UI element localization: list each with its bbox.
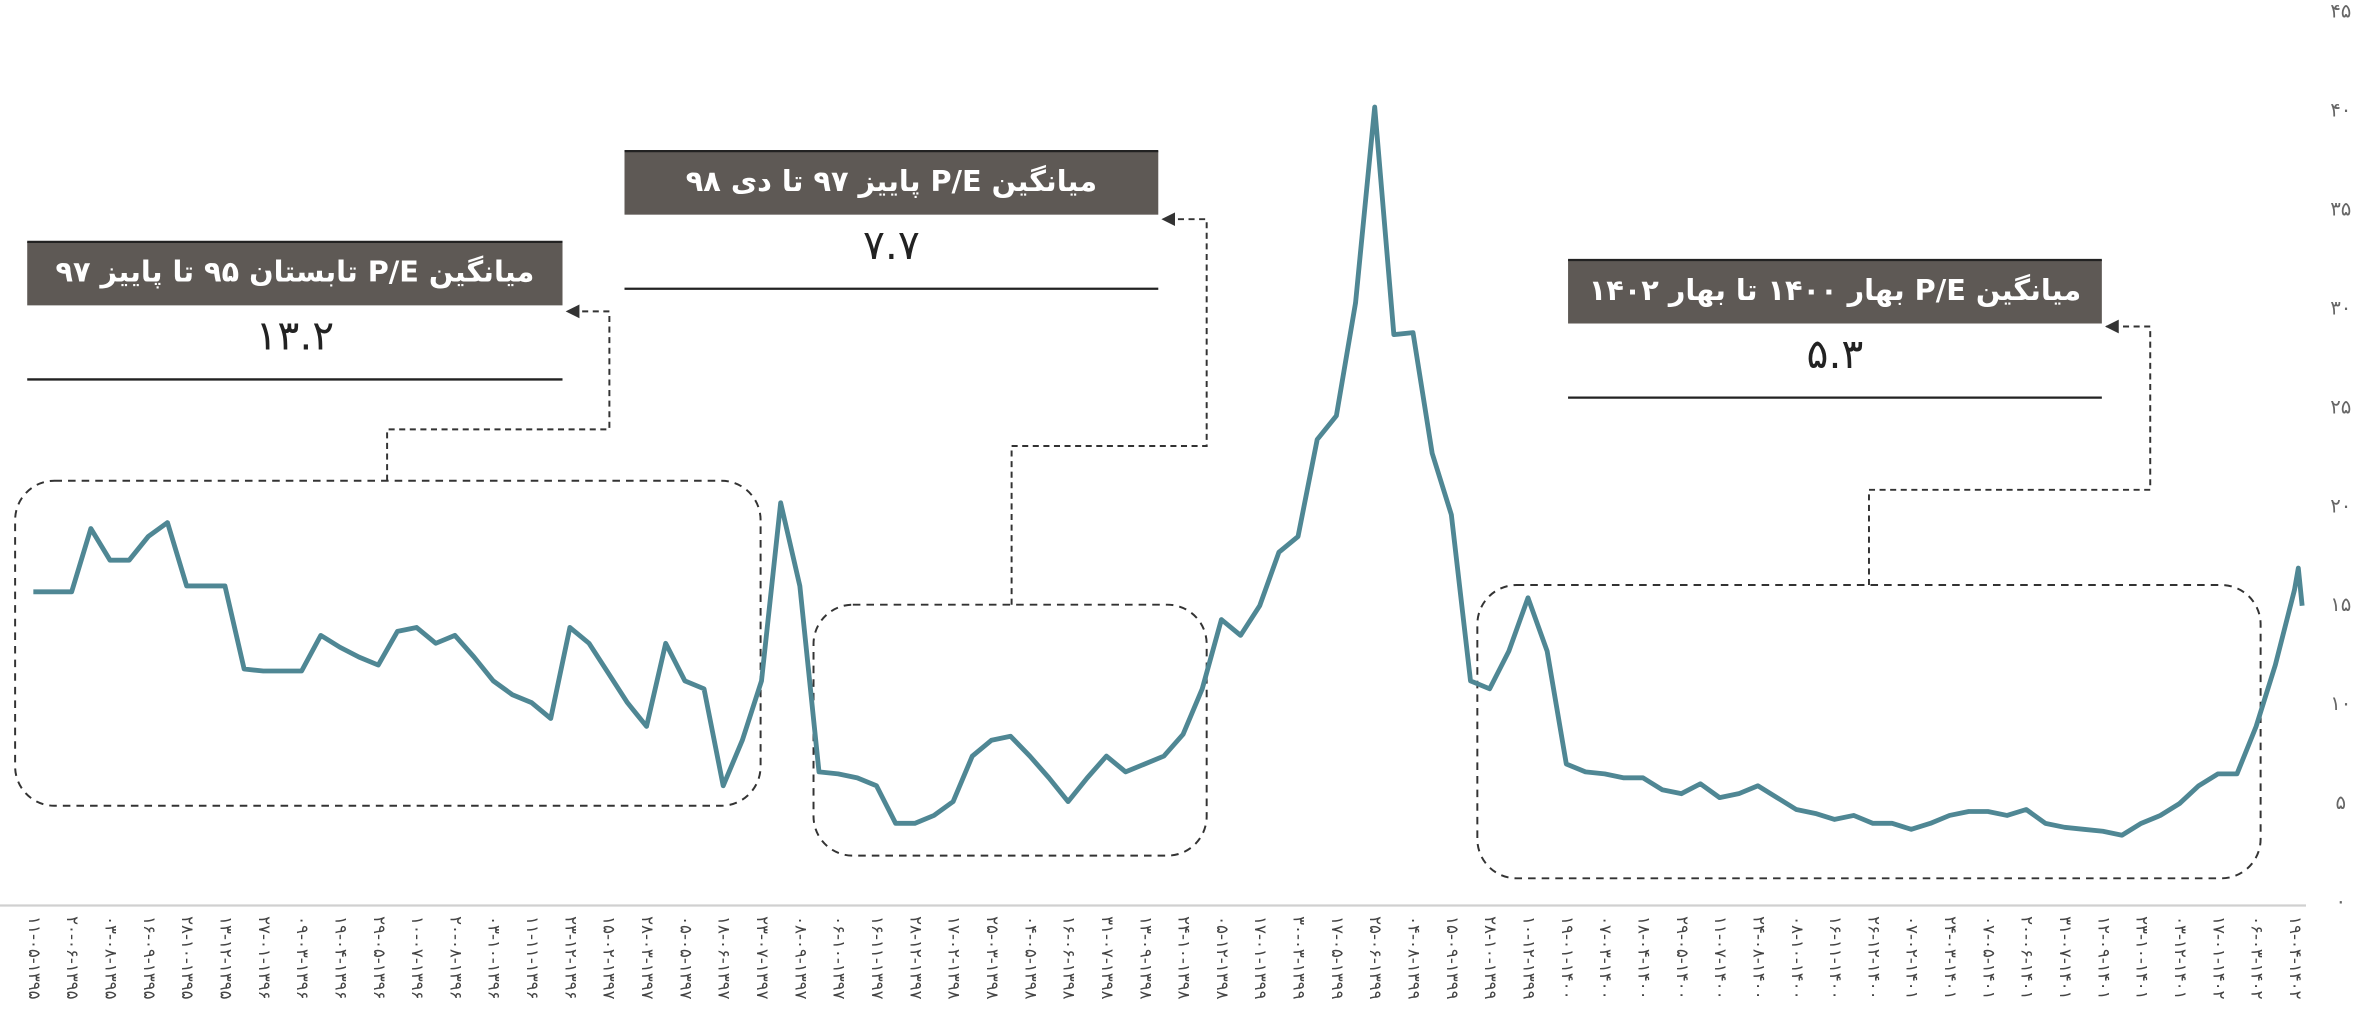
annotation-value: ۷.۷ [863,221,920,269]
x-tick-label: ۰۸-۰۹-۱۳۹۷ [791,916,810,999]
x-tick-label: ۱۶-۰۶-۱۳۹۸ [1060,916,1079,999]
x-tick-label: ۱۶-۰۹-۱۳۹۵ [140,916,159,999]
x-tick-label: ۱۳-۰۹-۱۳۹۸ [1136,916,1155,999]
x-tick-label: ۲۳-۱۲-۱۳۹۶ [561,916,580,999]
x-tick-label: ۱۷-۰۱-۱۳۹۹ [1251,916,1270,999]
x-tick-label: ۱۱-۰۷-۱۴۰۰ [1711,916,1730,999]
x-tick-label: ۲۸-۱۲-۱۳۹۷ [906,916,925,999]
x-tick-label: ۰۴-۰۵-۱۳۹۸ [1021,916,1040,999]
x-tick-label: ۲۹-۰۵-۱۳۹۶ [370,916,389,999]
x-tick-label: ۱۱-۱۱-۱۳۹۶ [523,916,542,999]
x-tick-label: ۲۷-۰۱-۱۳۹۶ [255,916,274,999]
x-tick-label: ۲۰-۰۶-۱۴۰۱ [2018,916,2037,999]
y-tick-label: ۴۰ [2330,99,2351,122]
x-tick-label: ۰۹-۰۳-۱۳۹۶ [293,916,312,999]
annotation-range [1476,584,2262,880]
annotation-range [14,479,762,807]
annotation-title: میانگین P/E بهار ۱۴۰۰ تا بهار ۱۴۰۲ [1589,273,2082,307]
x-tick-label: ۱۹-۰۴-۱۳۹۶ [331,916,350,999]
x-tick-label: ۲۴-۰۳-۱۴۰۱ [1941,916,1960,999]
x-tick-label: ۱۷-۰۵-۱۳۹۹ [1328,916,1347,999]
x-tick-label: ۱۱-۰۵-۱۳۹۵ [25,916,44,999]
x-tick-label: ۱۸-۰۴-۱۴۰۰ [1634,916,1653,999]
x-tick-label: ۰۷-۰۲-۱۴۰۱ [1903,916,1922,999]
y-tick-label: ۰ [2335,890,2346,913]
x-tick-label: ۲۵-۰۶-۱۳۹۹ [1366,916,1385,999]
y-tick-label: ۲۰ [2330,494,2351,517]
annotation-value: ۵.۳ [1807,330,1864,378]
connector [386,304,611,481]
x-tick-label: ۳۰-۰۳-۱۳۹۹ [1290,916,1309,999]
x-tick-label: ۰۶-۱۰-۱۳۹۷ [830,916,849,999]
y-tick-label: ۱۰ [2330,692,2351,715]
x-tick-label: ۲۴-۰۸-۱۴۰۰ [1749,916,1768,999]
x-tick-label: ۰۶-۰۳-۱۴۰۲ [2248,916,2267,999]
x-tick-label: ۱۶-۱۱-۱۴۰۰ [1826,916,1845,999]
connector [1867,319,2152,586]
x-tick-label: ۲۸-۱۰-۱۳۹۹ [1481,916,1500,999]
annotation-title: میانگین P/E تابستان ۹۵ تا پاییز ۹۷ [55,255,534,289]
y-tick-label: ۴۵ [2330,0,2351,23]
x-tick-label: ۱۶-۱۱-۱۳۹۷ [868,916,887,999]
x-tick-label: ۱۷-۰۱-۱۴۰۲ [2209,916,2228,999]
x-tick-label: ۱۳-۱۲-۱۳۹۵ [216,916,235,999]
x-tick-label: ۲۸-۱۰-۱۳۹۵ [178,916,197,999]
x-tick-label: ۰۳-۰۸-۱۳۹۵ [101,916,120,999]
x-tick-label: ۲۸-۰۳-۱۳۹۷ [638,916,657,999]
y-tick-label: ۳۰ [2330,296,2351,319]
x-tick-label: ۰۸-۱۰-۱۴۰۰ [1788,916,1807,999]
x-tick-label: ۱۹-۰۱-۱۴۰۰ [1558,916,1577,999]
x-tick-label: ۱۵-۰۲-۱۳۹۷ [600,916,619,999]
x-tick-label: ۰۷-۰۵-۱۴۰۱ [1979,916,1998,999]
x-tick-label: ۱۵-۰۹-۱۳۹۹ [1443,916,1462,999]
x-tick-label: ۰۵-۱۲-۱۳۹۸ [1213,916,1232,999]
x-tick-label: ۲۳-۱۰-۱۴۰۱ [2133,916,2152,999]
annotation-header [27,241,563,306]
x-tick-label: ۱۹-۰۴-۱۴۰۲ [2286,916,2305,999]
line [33,104,2305,838]
x-tick-label: ۰۳-۱۰-۱۳۹۶ [485,916,504,999]
x-tick-label: ۳۱-۰۷-۱۳۹۸ [1098,916,1117,999]
y-tick-label: ۲۵ [2330,395,2351,418]
y-tick-label: ۳۵ [2330,197,2351,220]
x-tick-label: ۲۹-۰۵-۱۴۰۰ [1673,916,1692,999]
annotation-value: ۱۳.۲ [255,312,334,360]
x-tick-label: ۱۷-۰۲-۱۳۹۸ [945,916,964,999]
x-tick-label: ۰۴-۰۸-۱۳۹۹ [1405,916,1424,999]
x-tick-label: ۲۰-۰۶-۱۳۹۵ [63,916,82,999]
x-tick-label: ۳۱-۰۷-۱۴۰۱ [2056,916,2075,999]
x-tick-label: ۲۴-۱۰-۱۳۹۸ [1175,916,1194,999]
x-tick-label: ۱۲-۰۹-۱۴۰۱ [2094,916,2113,999]
annotation-header [624,151,1159,215]
annotation-range [812,603,1208,857]
x-tick-label: ۰۵-۰۵-۱۳۹۷ [676,916,695,999]
connector [1010,212,1208,605]
x-tick-label: ۰۳-۱۲-۱۴۰۱ [2171,916,2190,999]
x-tick-label: ۲۰-۰۸-۱۳۹۶ [446,916,465,999]
annotation-header [1568,260,2102,324]
x-tick-label: ۲۵-۰۳-۱۳۹۸ [983,916,1002,999]
x-tick-label: ۱۸-۰۶-۱۳۹۷ [715,916,734,999]
x-tick-label: ۱۰-۱۲-۱۳۹۹ [1519,916,1538,999]
x-tick-label: ۱۰-۰۷-۱۳۹۶ [408,916,427,999]
x-tick-label: ۰۷-۰۳-۱۴۰۰ [1596,916,1615,999]
y-tick-label: ۵ [2335,791,2346,814]
annotation-title: میانگین P/E پاییز ۹۷ تا دی ۹۸ [686,164,1097,198]
x-tick-label: ۲۳-۰۷-۱۳۹۷ [753,916,772,999]
x-tick-label: ۲۶-۱۲-۱۴۰۰ [1864,916,1883,999]
y-tick-label: ۱۵ [2330,593,2351,616]
